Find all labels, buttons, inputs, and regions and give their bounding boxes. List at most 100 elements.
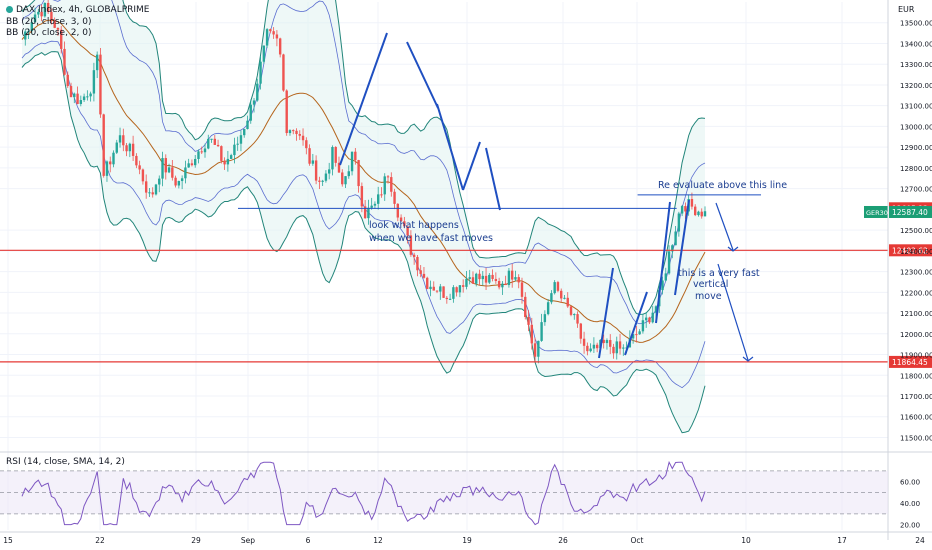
candle-body — [360, 186, 364, 207]
candle-body — [105, 161, 109, 176]
candle-body — [373, 203, 377, 206]
candle-body — [363, 206, 367, 219]
candle-body — [569, 306, 573, 315]
candle-body — [66, 74, 69, 87]
candle-body — [79, 100, 83, 104]
price-tick-label: 11500.00 — [900, 434, 932, 442]
price-tick-label: 12000.00 — [900, 331, 932, 339]
candle-body — [141, 169, 145, 182]
candle-body — [507, 270, 511, 286]
arrow-line — [715, 202, 734, 251]
candle-body — [298, 134, 301, 136]
candle-body — [383, 176, 386, 195]
price-tick-label: 12500.00 — [900, 227, 932, 235]
indicator-bb-3[interactable]: BB (20, close, 3, 0) — [6, 17, 92, 27]
candle-body — [530, 324, 533, 344]
price-tick-label: 12400.00 — [900, 248, 932, 256]
price-tag — [889, 355, 932, 368]
time-tick-label: 17 — [837, 536, 847, 545]
candle-body — [252, 100, 256, 105]
trend-line — [655, 201, 671, 324]
candle-body — [563, 297, 566, 299]
candle-body — [292, 130, 295, 132]
candle-body — [475, 273, 478, 284]
candle-body — [341, 172, 344, 185]
candle-body — [697, 211, 700, 216]
candle-body — [288, 130, 292, 134]
candle-body — [314, 160, 318, 181]
candle-body — [95, 54, 99, 71]
candle-body — [272, 31, 275, 35]
time-tick-label: 24 — [915, 536, 925, 545]
arrow-head — [742, 356, 754, 362]
candle-body — [347, 171, 350, 177]
annotation-text: Re evaluate above this line — [658, 180, 787, 191]
candle-body — [471, 277, 475, 284]
candle-body — [102, 114, 105, 176]
candle-body — [305, 140, 308, 149]
candle-body — [514, 277, 517, 280]
candle-body — [131, 143, 135, 156]
candle-body — [135, 155, 138, 166]
candle-body — [393, 191, 396, 204]
price-tick-label: 13000.00 — [900, 123, 932, 131]
candle-body — [612, 346, 615, 354]
price-tick-label: 12900.00 — [900, 144, 932, 152]
candle-body — [109, 161, 112, 165]
chart-title[interactable]: DAX Index, 4h, GLOBALPRIME — [6, 5, 150, 15]
candle-body — [118, 135, 122, 143]
candle-body — [560, 290, 563, 299]
candle-body — [184, 167, 187, 179]
annotation-text: vertical — [693, 279, 728, 290]
candles — [24, 0, 707, 364]
price-tick-label: 12100.00 — [900, 310, 932, 318]
candle-body — [618, 341, 622, 349]
indicator-rsi[interactable]: RSI (14, close, SMA, 14, 2) — [6, 457, 125, 467]
candle-body — [543, 314, 547, 323]
candle-body — [60, 29, 63, 49]
trend-lines: Re evaluate above this line look what hap… — [339, 32, 787, 362]
candle-body — [609, 340, 612, 347]
candle-body — [403, 221, 406, 227]
rsi-tick-label: 60.00 — [900, 479, 920, 487]
candle-body — [370, 205, 373, 208]
candle-body — [579, 323, 583, 339]
bb2-lower — [21, 40, 706, 389]
arrow-head — [727, 246, 739, 252]
price-tick-label: 13500.00 — [900, 20, 932, 28]
time-tick-label: 26 — [558, 536, 568, 545]
candle-body — [448, 298, 452, 300]
candle-body — [86, 96, 89, 98]
candle-body — [229, 155, 233, 159]
candle-body — [605, 340, 609, 344]
candle-body — [112, 152, 115, 165]
candle-body — [180, 178, 184, 182]
candle-body — [282, 54, 285, 91]
candle-body — [488, 274, 491, 283]
candle-body — [546, 302, 550, 315]
candle-body — [334, 147, 337, 163]
candle-body — [128, 143, 132, 152]
candle-body — [246, 120, 249, 130]
candle-body — [275, 34, 279, 39]
price-tag-label: 12402.62 — [892, 246, 928, 255]
candle-body — [377, 194, 380, 204]
rsi-line — [21, 460, 706, 526]
candle-body — [445, 297, 449, 300]
candle-body — [422, 273, 426, 278]
indicator-bb-2[interactable]: BB (20, close, 2, 0) — [6, 28, 92, 38]
candle-body — [125, 145, 128, 152]
candle-body — [442, 286, 445, 298]
candle-body — [148, 192, 151, 194]
time-tick-label: Oct — [631, 536, 644, 545]
candle-body — [455, 287, 458, 293]
candle-body — [53, 20, 56, 28]
candle-body — [635, 334, 638, 336]
candle-body — [171, 167, 174, 178]
candle-body — [259, 61, 262, 84]
candle-body — [311, 160, 315, 164]
candle-body — [318, 180, 321, 182]
price-tick-label: 12300.00 — [900, 269, 932, 277]
